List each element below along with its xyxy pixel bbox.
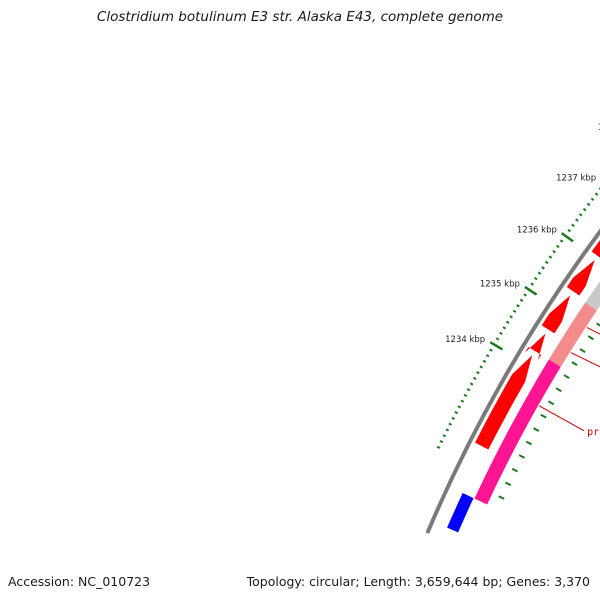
forward-cds-arrow [475,355,533,450]
map-title: Clostridium botulinum E3 str. Alaska E43… [96,9,504,25]
minor-tick [537,271,542,275]
gene-labels: priAdeffmtCLH_1168sunCLH_1170CLH_1171 [538,327,600,438]
minor-tick [512,309,517,313]
minor-tick [523,293,527,297]
minor-tick [534,276,538,281]
minor-tick [466,388,471,392]
topology-stats: Topology: circular; Length: 3,659,644 bp… [244,574,592,589]
inner-tick [518,454,525,459]
forward-cds-arrow [541,295,571,334]
tick-label: 1238 kbp [598,123,600,133]
minor-tick [457,405,462,409]
inner-tick [587,335,594,341]
minor-tick [530,282,535,286]
forward-cds-arrow [525,333,546,361]
inner-tick [525,440,533,446]
major-tick [489,341,504,351]
inner-tick [547,400,555,406]
minor-tick [509,315,513,319]
inner-tick [511,467,519,473]
minor-tick [463,393,468,398]
minor-tick [445,428,450,432]
ruler-ticks: 1234 kbp 1235 kbp 1236 kbp 1237 kbp 1238 kbp… [436,123,600,449]
tick-label: 1236 kbp [517,226,557,236]
minor-tick [485,354,490,358]
inner-tick [498,495,505,500]
inner-tick [579,348,586,354]
inner-feature [585,281,600,311]
minor-tick [436,445,441,449]
tick-label: 1234 kbp [445,335,485,345]
backbone-ring [425,228,600,534]
minor-tick [582,207,587,212]
minor-tick [442,434,447,438]
major-tick [524,285,538,296]
gene-label[interactable]: priA [587,427,600,438]
tick-label: 1235 kbp [480,280,520,290]
minor-tick [578,213,583,217]
inner-tick [596,322,600,327]
gene-leader-line [570,352,600,368]
minor-tick [575,218,579,222]
tick-label: 1237 kbp [556,173,596,183]
minor-tick [594,192,599,196]
minor-tick [454,411,458,415]
minor-tick [516,304,520,308]
minor-tick [479,365,483,369]
blue-feature [447,493,474,533]
minor-tick [571,223,575,227]
minor-tick [541,266,545,270]
minor-tick [586,202,591,207]
gene-leader-line [538,405,585,432]
minor-tick [489,348,493,352]
forward-cds-arrow [566,260,595,296]
minor-tick [448,422,453,426]
inner-tick [555,387,562,393]
minor-tick [552,250,556,254]
minor-tick [556,244,560,249]
inner-feature [474,359,561,505]
inner-tick [563,374,570,379]
inner-feature [563,302,597,344]
inner-tick [540,413,547,419]
inner-tick [504,481,512,487]
major-tick [561,232,574,243]
minor-tick [499,331,503,336]
minor-tick [505,320,510,324]
minor-tick [567,228,572,233]
minor-tick [469,382,474,386]
minor-tick [544,260,549,265]
feature-tracks [425,228,600,534]
minor-tick [495,337,500,341]
minor-tick [439,439,444,444]
minor-tick [451,416,455,420]
minor-tick [548,255,553,259]
minor-tick [476,371,480,375]
gene-leader-line [586,327,600,335]
minor-tick [502,326,507,330]
minor-tick [590,197,595,201]
accession-text: Accession: NC_010723 [6,574,153,589]
minor-tick [482,359,487,363]
minor-tick [460,399,465,403]
minor-tick [559,239,564,243]
minor-tick [472,376,477,380]
minor-tick [519,298,524,302]
inner-tick [571,361,578,366]
inner-tick [533,427,540,432]
forward-cds-arrow [591,240,600,258]
inner-feature [548,336,576,367]
